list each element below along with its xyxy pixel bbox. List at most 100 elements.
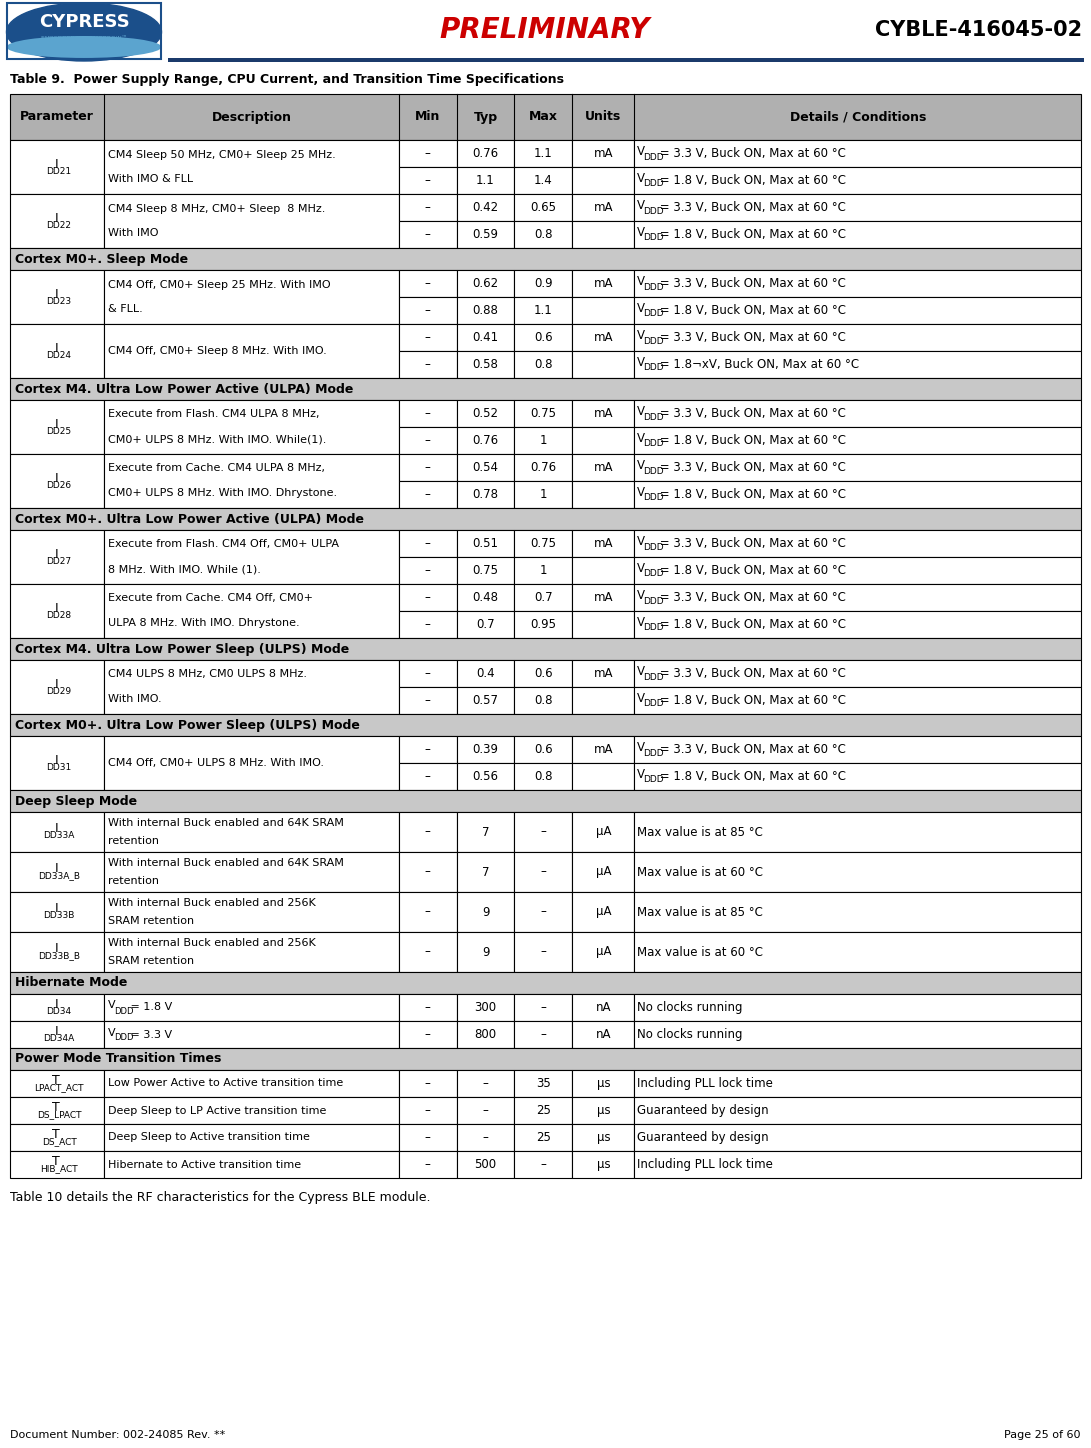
Text: V: V	[637, 487, 646, 500]
Bar	[515, 584, 573, 611]
Bar	[105, 660, 399, 714]
Bar	[105, 812, 399, 851]
Bar	[10, 400, 105, 455]
Bar	[105, 584, 399, 639]
Text: –: –	[424, 905, 431, 918]
Text: V: V	[637, 172, 646, 185]
Bar	[573, 1151, 634, 1179]
Text: I: I	[55, 601, 58, 614]
Text: –: –	[424, 304, 431, 317]
Bar	[105, 851, 399, 892]
Bar	[573, 269, 634, 297]
Bar	[457, 557, 515, 584]
Bar	[634, 194, 1081, 222]
Text: DDD: DDD	[644, 207, 664, 216]
Text: DDD: DDD	[644, 466, 664, 475]
Bar	[457, 427, 515, 455]
Text: DD33B: DD33B	[44, 911, 75, 921]
Bar	[573, 455, 634, 481]
Text: 0.78: 0.78	[472, 488, 499, 501]
Text: I: I	[55, 998, 58, 1011]
Bar	[399, 324, 457, 350]
Text: 0.75: 0.75	[472, 565, 499, 576]
Text: –: –	[424, 668, 431, 681]
Text: Table 10 details the RF characteristics for the Cypress BLE module.: Table 10 details the RF characteristics …	[10, 1192, 431, 1205]
Bar	[515, 350, 573, 378]
Text: 25: 25	[536, 1103, 551, 1116]
Text: mA: mA	[594, 591, 613, 604]
Bar	[10, 851, 105, 892]
Text: µA: µA	[596, 825, 611, 838]
Text: 0.8: 0.8	[535, 770, 553, 783]
Text: –: –	[424, 1077, 431, 1090]
Text: V: V	[637, 534, 646, 547]
Bar	[457, 763, 515, 791]
Bar	[10, 1070, 105, 1098]
Bar	[515, 993, 573, 1021]
Text: V: V	[637, 275, 646, 288]
Bar	[573, 1124, 634, 1151]
Text: V: V	[637, 405, 646, 418]
Text: 1: 1	[540, 565, 547, 576]
Bar	[105, 1124, 399, 1151]
Bar	[10, 269, 105, 324]
Bar	[573, 933, 634, 972]
Bar	[573, 324, 634, 350]
Bar	[634, 1021, 1081, 1048]
Text: DDD: DDD	[644, 336, 664, 346]
Text: Guaranteed by design: Guaranteed by design	[637, 1103, 769, 1116]
Text: = 1.8 V, Buck ON, Max at 60 °C: = 1.8 V, Buck ON, Max at 60 °C	[656, 174, 846, 187]
Text: µA: µA	[596, 905, 611, 918]
Text: mA: mA	[594, 277, 613, 290]
Bar	[634, 660, 1081, 686]
Text: Execute from Flash. CM4 ULPA 8 MHz,: Execute from Flash. CM4 ULPA 8 MHz,	[108, 410, 320, 420]
Text: DD34A: DD34A	[44, 1034, 75, 1043]
Text: Hibernate Mode: Hibernate Mode	[15, 976, 128, 989]
Text: Cortex M4. Ultra Low Power Sleep (ULPS) Mode: Cortex M4. Ultra Low Power Sleep (ULPS) …	[15, 643, 349, 656]
Text: –: –	[540, 1158, 547, 1171]
Text: 0.95: 0.95	[530, 618, 556, 631]
Bar	[515, 851, 573, 892]
Text: –: –	[424, 1001, 431, 1014]
Bar	[515, 400, 573, 427]
Ellipse shape	[7, 3, 161, 61]
Text: –: –	[424, 946, 431, 959]
Text: DDD: DDD	[644, 282, 664, 291]
Text: –: –	[540, 825, 547, 838]
Bar	[634, 851, 1081, 892]
Text: µA: µA	[596, 866, 611, 879]
Text: mA: mA	[594, 148, 613, 159]
Text: DDD: DDD	[644, 776, 664, 785]
Bar	[399, 140, 457, 167]
Bar	[399, 933, 457, 972]
Bar	[457, 892, 515, 933]
Bar	[515, 933, 573, 972]
Bar	[634, 167, 1081, 194]
Bar	[10, 1124, 105, 1151]
Bar	[515, 736, 573, 763]
Bar	[10, 140, 105, 194]
Text: 1.1: 1.1	[533, 304, 553, 317]
Text: DD25: DD25	[47, 427, 72, 436]
Bar	[10, 933, 105, 972]
Bar	[457, 1124, 515, 1151]
Text: = 3.3 V, Buck ON, Max at 60 °C: = 3.3 V, Buck ON, Max at 60 °C	[656, 201, 846, 214]
Bar	[573, 530, 634, 557]
Text: V: V	[637, 459, 646, 472]
Text: DDD: DDD	[644, 569, 664, 579]
Bar	[105, 140, 399, 194]
Text: mA: mA	[594, 332, 613, 345]
Text: = 1.8 V, Buck ON, Max at 60 °C: = 1.8 V, Buck ON, Max at 60 °C	[656, 565, 846, 576]
Text: –: –	[424, 1131, 431, 1144]
Bar	[457, 140, 515, 167]
Bar	[10, 1048, 1081, 1070]
Bar	[515, 455, 573, 481]
Text: Guaranteed by design: Guaranteed by design	[637, 1131, 769, 1144]
Text: 0.75: 0.75	[530, 537, 556, 550]
Text: DDD: DDD	[115, 1006, 134, 1015]
Bar	[399, 269, 457, 297]
Text: 800: 800	[475, 1028, 496, 1041]
Text: Execute from Cache. CM4 Off, CM0+: Execute from Cache. CM4 Off, CM0+	[108, 594, 313, 604]
Bar	[10, 324, 105, 378]
Bar	[10, 530, 105, 584]
